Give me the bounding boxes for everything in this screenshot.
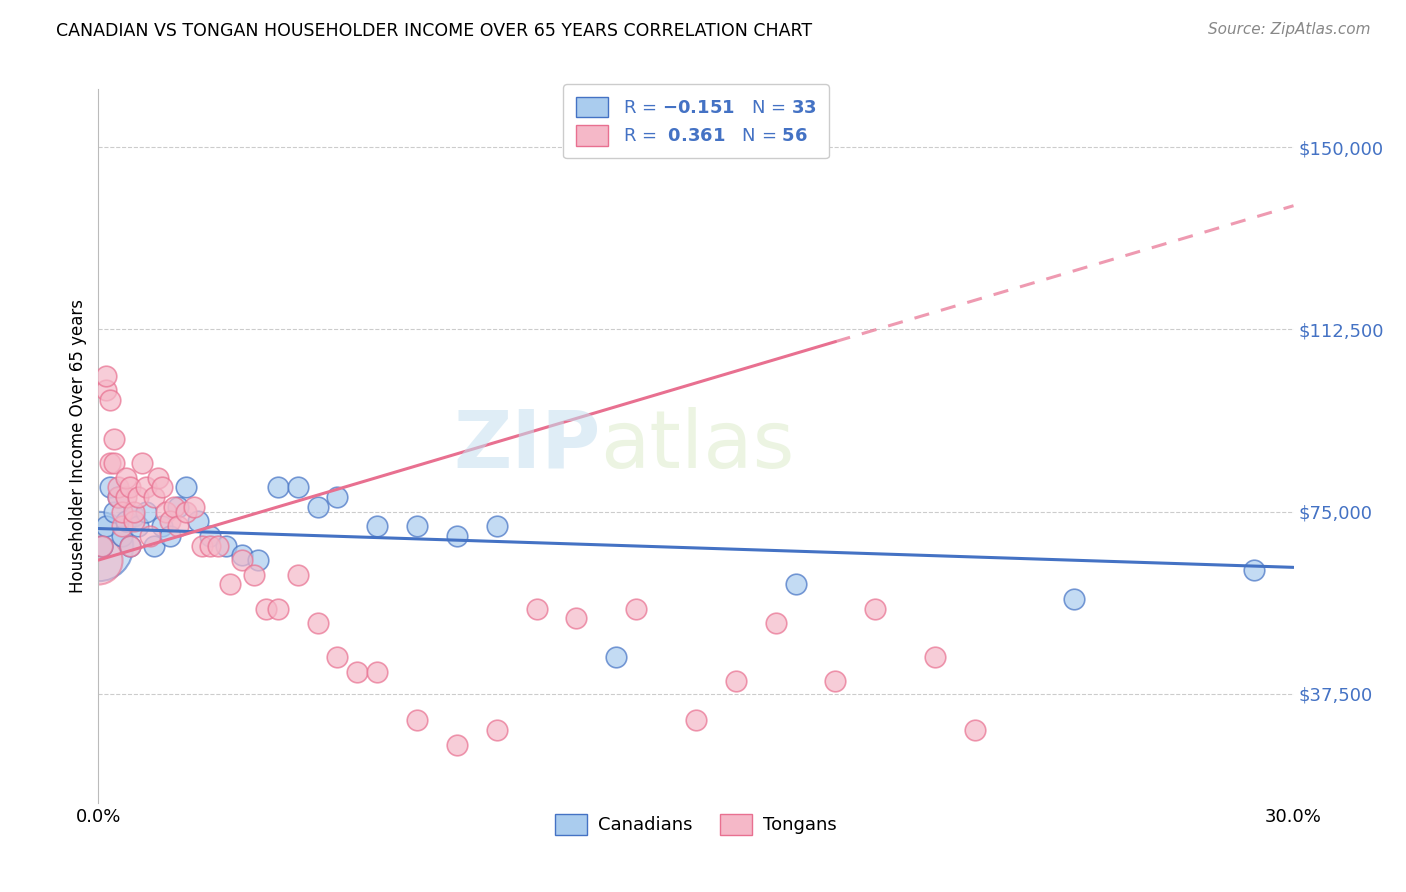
- Point: [87, 539, 110, 553]
- Point: [124, 509, 146, 524]
- Point: [924, 650, 946, 665]
- Point: [96, 519, 118, 533]
- Text: ZIP: ZIP: [453, 407, 600, 485]
- Point: [167, 500, 190, 514]
- Point: [98, 456, 122, 470]
- Point: [307, 500, 329, 514]
- Point: [107, 490, 129, 504]
- Point: [446, 529, 468, 543]
- Point: [107, 490, 129, 504]
- Point: [143, 490, 166, 504]
- Point: [219, 577, 242, 591]
- Point: [163, 500, 186, 514]
- Point: [1243, 563, 1265, 577]
- Point: [485, 519, 508, 533]
- Point: [127, 519, 149, 533]
- Point: [605, 650, 627, 665]
- Point: [231, 548, 253, 562]
- Point: [366, 519, 388, 533]
- Point: [150, 480, 173, 494]
- Point: [215, 539, 238, 553]
- Point: [174, 480, 197, 494]
- Point: [198, 529, 221, 543]
- Point: [231, 553, 253, 567]
- Point: [111, 519, 134, 533]
- Point: [91, 539, 114, 553]
- Point: [187, 514, 209, 528]
- Point: [267, 480, 290, 494]
- Point: [159, 514, 181, 528]
- Text: CANADIAN VS TONGAN HOUSEHOLDER INCOME OVER 65 YEARS CORRELATION CHART: CANADIAN VS TONGAN HOUSEHOLDER INCOME OV…: [56, 22, 813, 40]
- Y-axis label: Householder Income Over 65 years: Householder Income Over 65 years: [69, 299, 87, 593]
- Point: [120, 539, 142, 553]
- Point: [1063, 591, 1085, 606]
- Point: [91, 539, 114, 553]
- Point: [115, 514, 138, 528]
- Point: [96, 368, 118, 383]
- Point: [111, 504, 134, 518]
- Point: [174, 504, 197, 518]
- Point: [824, 674, 846, 689]
- Point: [267, 601, 290, 615]
- Point: [765, 616, 787, 631]
- Point: [159, 529, 181, 543]
- Point: [326, 490, 349, 504]
- Point: [115, 470, 138, 484]
- Point: [565, 611, 588, 625]
- Point: [246, 553, 269, 567]
- Point: [724, 674, 747, 689]
- Point: [150, 519, 173, 533]
- Point: [115, 490, 138, 504]
- Point: [103, 432, 125, 446]
- Legend: Canadians, Tongans: Canadians, Tongans: [546, 805, 846, 844]
- Point: [183, 500, 205, 514]
- Point: [406, 713, 429, 727]
- Point: [107, 480, 129, 494]
- Point: [124, 504, 146, 518]
- Point: [785, 577, 807, 591]
- Point: [103, 456, 125, 470]
- Point: [103, 504, 125, 518]
- Point: [124, 514, 146, 528]
- Point: [485, 723, 508, 737]
- Point: [135, 504, 157, 518]
- Point: [254, 601, 277, 615]
- Point: [287, 480, 309, 494]
- Point: [98, 392, 122, 407]
- Text: atlas: atlas: [600, 407, 794, 485]
- Point: [120, 480, 142, 494]
- Point: [87, 553, 110, 567]
- Point: [685, 713, 707, 727]
- Point: [865, 601, 887, 615]
- Point: [366, 665, 388, 679]
- Point: [120, 539, 142, 553]
- Point: [287, 567, 309, 582]
- Point: [326, 650, 349, 665]
- Point: [127, 490, 149, 504]
- Point: [963, 723, 986, 737]
- Point: [155, 504, 177, 518]
- Point: [139, 529, 162, 543]
- Point: [243, 567, 266, 582]
- Point: [526, 601, 548, 615]
- Point: [131, 456, 153, 470]
- Point: [96, 383, 118, 397]
- Point: [198, 539, 221, 553]
- Point: [307, 616, 329, 631]
- Point: [111, 529, 134, 543]
- Point: [346, 665, 368, 679]
- Point: [167, 519, 190, 533]
- Point: [446, 738, 468, 752]
- Point: [143, 539, 166, 553]
- Point: [406, 519, 429, 533]
- Text: Source: ZipAtlas.com: Source: ZipAtlas.com: [1208, 22, 1371, 37]
- Point: [207, 539, 229, 553]
- Point: [98, 480, 122, 494]
- Point: [148, 470, 170, 484]
- Point: [135, 480, 157, 494]
- Point: [626, 601, 648, 615]
- Point: [191, 539, 214, 553]
